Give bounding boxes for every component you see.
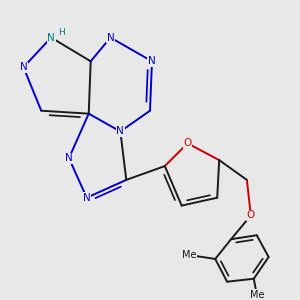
Text: Me: Me (250, 290, 264, 300)
Text: N: N (20, 62, 27, 72)
Text: N: N (65, 153, 73, 163)
Text: N: N (47, 33, 55, 43)
Text: O: O (247, 211, 255, 220)
Text: Me: Me (182, 250, 197, 260)
Text: N: N (83, 193, 91, 203)
Text: H: H (58, 28, 64, 37)
Text: O: O (183, 138, 192, 148)
Text: N: N (106, 33, 114, 43)
Text: N: N (148, 56, 156, 66)
Text: N: N (116, 127, 124, 136)
